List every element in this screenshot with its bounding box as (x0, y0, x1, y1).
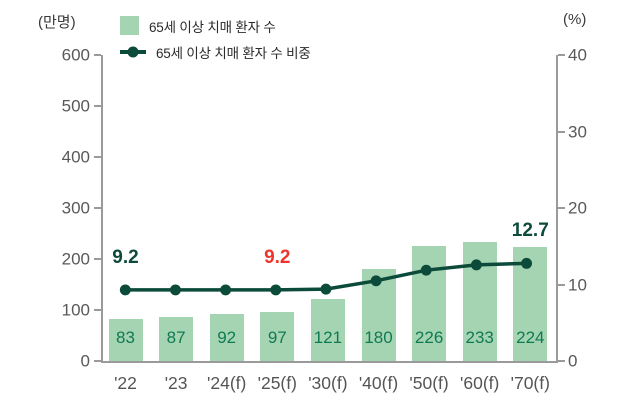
line-point (220, 284, 232, 296)
right-axis-tick (558, 360, 565, 362)
right-axis-tick (558, 130, 565, 133)
x-axis-label: '60(f) (460, 373, 500, 393)
left-axis-tick (94, 309, 101, 311)
bar-value-label: 224 (516, 328, 545, 347)
left-axis-tick (94, 360, 101, 362)
right-axis-tick (558, 283, 565, 286)
legend-item-bar: 65세 이상 치매 환자 수 (120, 16, 311, 35)
bar-value-label: 92 (217, 328, 237, 347)
x-axis-label: '25(f) (257, 373, 297, 393)
left-axis-tick (94, 156, 101, 158)
x-axis-label: '40(f) (358, 373, 399, 393)
bar-value-label: 180 (364, 328, 393, 347)
right-axis-unit-label: (%) (563, 11, 587, 28)
legend-item-line: 65세 이상 치매 환자 수 비중 (120, 42, 311, 61)
left-axis-tick (94, 207, 101, 209)
trend-line-layer (119, 257, 533, 296)
x-axis-label: '24(f) (207, 373, 247, 393)
bar: 97 (260, 311, 295, 361)
bar-value-label: 121 (313, 328, 343, 347)
x-axis-label: '22 (114, 373, 137, 393)
bar: 87 (159, 316, 194, 361)
bar: 92 (209, 314, 244, 361)
line-point (470, 259, 482, 271)
line-value-annotation: 12.7 (511, 219, 549, 241)
left-axis-tick-label: 400 (61, 147, 90, 167)
bar-value-label: 97 (267, 328, 287, 347)
right-axis-tick (558, 207, 565, 209)
line-point (370, 275, 382, 287)
plot-area: 0 100 200 300 400 500 600 0 10 20 30 40 83 87 92 97 121… (62, 47, 587, 394)
right-axis-tick-label: 40 (568, 45, 587, 65)
left-axis-tick-label: 600 (61, 45, 90, 65)
right-axis-tick-label: 30 (568, 122, 587, 141)
bar-value-label: 87 (166, 328, 186, 347)
line-dot-icon (120, 46, 146, 57)
line-point (270, 284, 282, 296)
bar-swatch-icon (120, 16, 139, 35)
legend: 65세 이상 치매 환자 수 65세 이상 치매 환자 수 비중 (120, 16, 311, 61)
line-value-annotation: 9.2 (264, 246, 291, 268)
right-axis-tick-label: 20 (568, 198, 587, 218)
bar-value-label: 233 (465, 328, 494, 347)
line-point (521, 257, 533, 269)
right-axis-tick (558, 54, 565, 56)
left-axis-tick-label: 100 (61, 300, 90, 320)
line-point (119, 284, 131, 296)
x-axis-label: '30(f) (308, 373, 348, 393)
x-axis-label: '23 (164, 373, 188, 393)
right-axis-tick-label: 0 (568, 351, 578, 371)
bar-value-label: 83 (116, 328, 135, 347)
legend-label-line: 65세 이상 치매 환자 수 비중 (156, 45, 311, 61)
left-axis-tick-label: 200 (61, 249, 90, 269)
bar: 226 (412, 245, 447, 361)
legend-label-bar: 65세 이상 치매 환자 수 (149, 19, 276, 35)
left-axis-unit-label: (만명) (38, 14, 76, 31)
x-axis-label: '70(f) (510, 373, 550, 393)
line-value-annotation: 9.2 (112, 246, 139, 268)
bar-value-label: 226 (414, 328, 444, 347)
right-axis-tick-label: 10 (568, 275, 587, 294)
left-axis-tick-label: 300 (61, 198, 90, 218)
line-point (170, 284, 181, 296)
line-point (320, 283, 332, 295)
left-axis-tick (94, 258, 101, 260)
left-axis-tick (94, 105, 101, 107)
x-axis-label: '50(f) (409, 373, 449, 393)
bar: 121 (310, 299, 345, 361)
line-point (420, 264, 432, 276)
left-axis-tick-label: 0 (80, 351, 90, 371)
left-axis-tick (94, 54, 101, 56)
bar: 83 (108, 318, 143, 361)
left-axis-tick-label: 500 (61, 96, 90, 116)
